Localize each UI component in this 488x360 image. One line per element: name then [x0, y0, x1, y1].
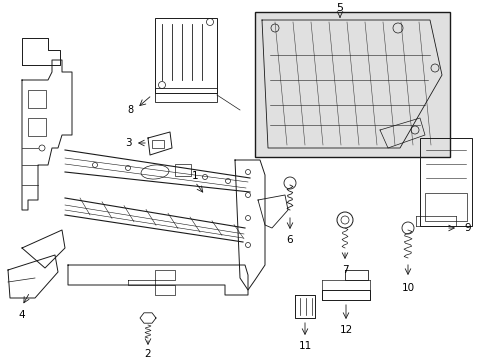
Text: 6: 6 — [286, 235, 293, 245]
Text: 9: 9 — [463, 223, 469, 233]
Bar — [254, 12, 449, 157]
Bar — [175, 164, 191, 176]
Text: 10: 10 — [401, 283, 414, 293]
Bar — [424, 193, 466, 221]
Bar — [155, 18, 217, 93]
Bar — [28, 90, 46, 108]
Bar — [155, 88, 217, 102]
Bar — [28, 118, 46, 136]
Text: 12: 12 — [339, 325, 352, 335]
Bar — [419, 138, 471, 226]
Text: 7: 7 — [341, 265, 347, 275]
Text: 4: 4 — [19, 310, 25, 320]
Text: 1: 1 — [191, 171, 198, 181]
Text: 2: 2 — [144, 349, 151, 359]
Text: 8: 8 — [127, 105, 133, 115]
Bar — [152, 140, 163, 148]
Text: 3: 3 — [124, 138, 131, 148]
Text: 5: 5 — [336, 3, 343, 13]
Text: 11: 11 — [298, 341, 311, 351]
